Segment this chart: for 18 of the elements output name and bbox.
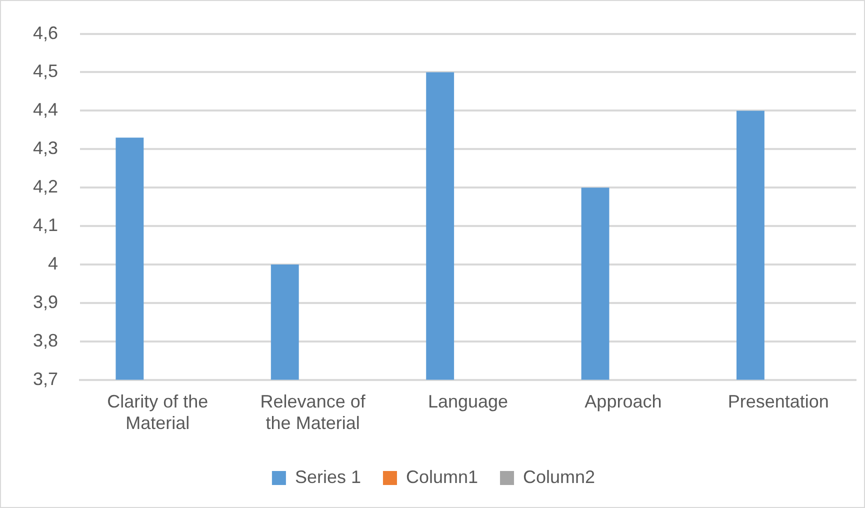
x-tick-label: Approach (584, 392, 662, 412)
y-tick-label: 4 (48, 253, 58, 274)
legend-label: Column2 (523, 466, 596, 487)
y-tick-label: 3,7 (32, 368, 58, 389)
legend-label: Series 1 (294, 466, 361, 487)
y-tick-label: 4,6 (32, 22, 58, 43)
y-tick-label: 4,3 (32, 138, 58, 158)
y-tick-label: 4,5 (32, 61, 58, 82)
y-tick-label: 4,1 (32, 214, 58, 235)
y-tick-label: 3,9 (32, 292, 58, 312)
x-tick-label: Clarity of the Material (107, 392, 208, 434)
x-tick-label: Relevance of the Material (260, 392, 366, 434)
y-tick-label: 4,2 (32, 176, 58, 197)
y-tick-label: 4,4 (32, 100, 58, 120)
y-tick-label: 3,8 (32, 330, 58, 350)
legend-label: Column1 (406, 466, 478, 487)
x-tick-label: Language (428, 392, 508, 412)
x-tick-label: Presentation (728, 392, 829, 412)
